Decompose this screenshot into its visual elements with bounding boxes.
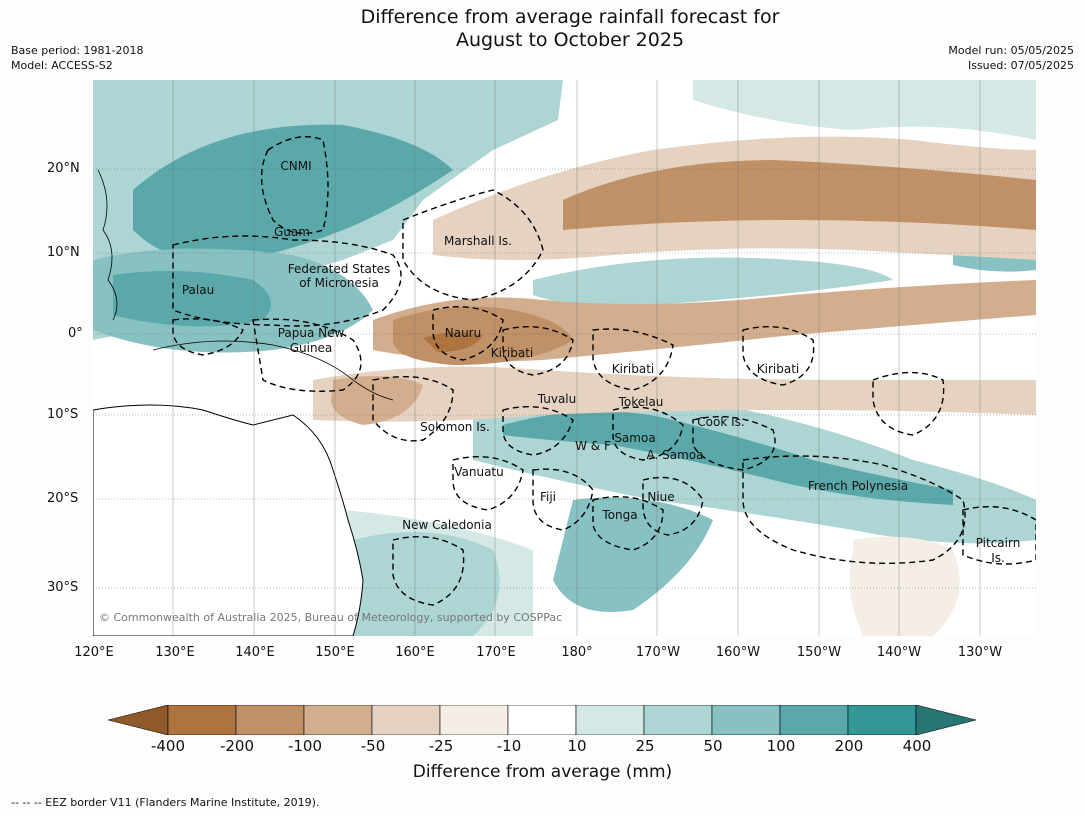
colour-bar-extend-low <box>108 705 169 735</box>
dry-northeast-core <box>563 160 1036 230</box>
label-kiribati-east: Kiribati <box>757 362 799 376</box>
chart-title: Difference from average rainfall forecas… <box>0 6 1085 52</box>
legend-tick: -10 <box>496 737 522 755</box>
label-vanuatu: Vanuatu <box>454 465 504 479</box>
colour-bar-segment <box>711 705 781 735</box>
meta-right: Model run: 05/05/2025 Issued: 07/05/2025 <box>948 43 1074 73</box>
lon-label-150w: 150°W <box>796 645 842 660</box>
label-samoa: Samoa <box>614 431 655 445</box>
colour-bar-segment <box>507 705 577 735</box>
lat-label-10n: 10°N <box>47 245 80 260</box>
label-fiji: Fiji <box>540 490 556 504</box>
label-kiribati-central: Kiribati <box>612 362 654 376</box>
wet-northeast-top <box>693 80 1036 140</box>
wet-equatorial-band <box>533 257 893 307</box>
lon-label-150e: 150°E <box>315 645 355 660</box>
meta-left: Base period: 1981-2018 Model: ACCESS-S2 <box>11 43 143 73</box>
map-svg: © Commonwealth of Australia 2025, Bureau… <box>93 80 1036 636</box>
lon-label-170w: 170°W <box>635 645 681 660</box>
colour-bar-segment <box>303 705 373 735</box>
label-solomon: Solomon Is. <box>420 420 490 434</box>
eez-borders <box>172 136 1036 606</box>
lon-label-130e: 130°E <box>155 645 195 660</box>
wet-micronesia-core <box>113 271 271 327</box>
model-text: Model: ACCESS-S2 <box>11 59 113 72</box>
legend-tick: -400 <box>150 737 186 755</box>
label-tokelau: Tokelau <box>618 395 664 409</box>
colour-bar-segment <box>643 705 713 735</box>
lon-label-120e: 120°E <box>74 645 114 660</box>
lat-label-0: 0° <box>68 326 83 341</box>
rainfall-map: © Commonwealth of Australia 2025, Bureau… <box>93 80 1036 636</box>
label-cook: Cook Is. <box>697 415 744 429</box>
label-niue: Niue <box>647 490 674 504</box>
legend-tick: -50 <box>360 737 386 755</box>
legend-tick: 25 <box>635 737 655 755</box>
new-guinea-coast <box>152 340 394 401</box>
label-guam: Guam <box>274 225 310 239</box>
legend-tick: 100 <box>766 737 796 755</box>
wet-north-core <box>133 124 453 263</box>
label-nauru: Nauru <box>445 326 481 340</box>
lon-label-140e: 140°E <box>235 645 275 660</box>
colour-bar <box>108 705 977 735</box>
label-wallis-futuna: W & F <box>575 439 611 453</box>
colour-bar-segment <box>847 705 917 735</box>
label-palau: Palau <box>182 283 214 297</box>
lon-label-140w: 140°W <box>876 645 922 660</box>
label-tuvalu: Tuvalu <box>537 392 577 406</box>
model-run-text: Model run: 05/05/2025 <box>948 44 1074 57</box>
dry-solomon <box>331 376 423 425</box>
title-line-1: Difference from average rainfall forecas… <box>360 6 780 28</box>
label-cnmi: CNMI <box>280 159 311 173</box>
lat-label-20s: 20°S <box>47 491 79 506</box>
label-kiribati-west: Kiribati <box>491 346 533 360</box>
colour-bar-segment <box>575 705 645 735</box>
wet-spcz-core <box>503 411 953 505</box>
lat-label-30s: 30°S <box>47 580 79 595</box>
lon-label-170e: 170°E <box>476 645 516 660</box>
legend-tick: 50 <box>703 737 723 755</box>
dry-pitcairn <box>849 536 960 636</box>
title-line-2: August to October 2025 <box>455 29 685 51</box>
philippines-coast <box>97 169 118 321</box>
legend-tick: 10 <box>567 737 587 755</box>
label-new-caledonia: New Caledonia <box>402 518 492 532</box>
label-pitcairn-2: Is. <box>991 551 1005 565</box>
label-fsm-2: of Micronesia <box>299 276 379 290</box>
copyright-text: © Commonwealth of Australia 2025, Bureau… <box>99 611 562 624</box>
colour-bar-segment <box>779 705 849 735</box>
colour-bar-segment <box>235 705 305 735</box>
label-pitcairn-1: Pitcairn <box>976 536 1021 550</box>
legend-tick: -25 <box>428 737 454 755</box>
label-png-1: Papua New <box>278 326 345 340</box>
legend-tick: -100 <box>287 737 323 755</box>
lat-label-20n: 20°N <box>47 161 80 176</box>
colour-bar-extend-high <box>915 705 977 735</box>
label-marshall: Marshall Is. <box>444 234 512 248</box>
lat-label-10s: 10°S <box>47 407 79 422</box>
colour-bar-segment <box>371 705 441 735</box>
legend-tick: 400 <box>902 737 932 755</box>
lon-label-180: 180° <box>561 645 593 660</box>
label-png-2: Guinea <box>290 341 333 355</box>
dry-south-equatorial <box>313 366 1036 422</box>
colour-bar-segment <box>167 705 237 735</box>
lon-label-130w: 130°W <box>957 645 1003 660</box>
lon-label-160w: 160°W <box>715 645 761 660</box>
issued-text: Issued: 07/05/2025 <box>967 59 1074 72</box>
label-french-polynesia: French Polynesia <box>808 479 908 493</box>
legend-tick: -200 <box>219 737 255 755</box>
colour-bar-segment <box>439 705 509 735</box>
eez-note: -- -- -- EEZ border V11 (Flanders Marine… <box>11 796 320 809</box>
lon-label-160e: 160°E <box>395 645 435 660</box>
meridians <box>172 80 981 636</box>
australia-coast <box>93 404 364 636</box>
legend-tick: 200 <box>834 737 864 755</box>
legend-title: Difference from average (mm) <box>412 762 673 782</box>
base-period-text: Base period: 1981-2018 <box>11 44 144 57</box>
label-fsm-1: Federated States <box>288 262 390 276</box>
label-american-samoa: A. Samoa <box>647 448 704 462</box>
label-tonga: Tonga <box>601 508 637 522</box>
